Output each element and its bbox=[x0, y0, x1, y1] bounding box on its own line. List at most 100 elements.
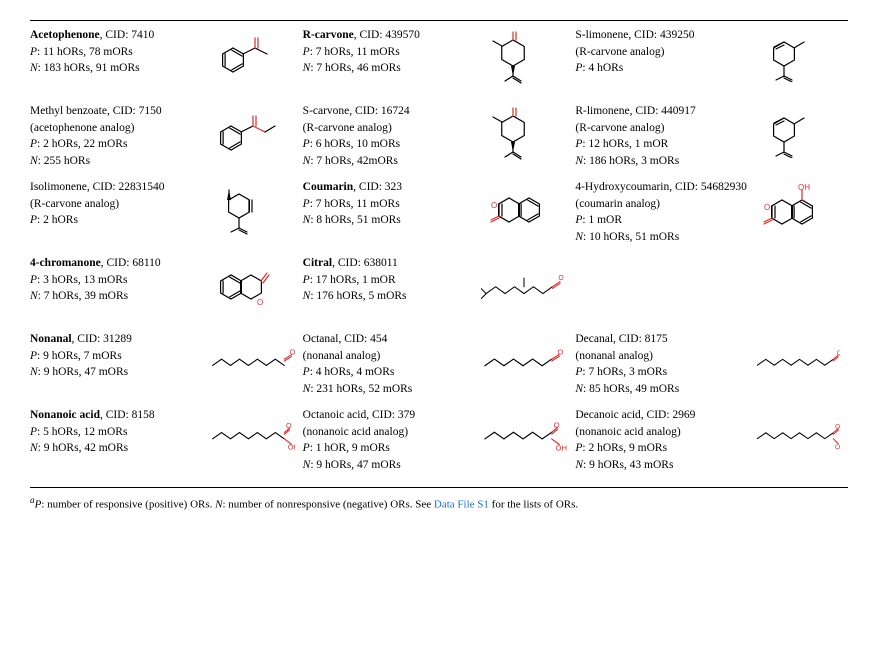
compound-name: S-limonene bbox=[575, 29, 628, 41]
compound-text: Isolimonene, CID: 22831540(R-carvone ana… bbox=[30, 179, 209, 229]
n-label: N bbox=[575, 155, 583, 167]
compound-cell bbox=[575, 255, 848, 325]
p-label: P bbox=[303, 198, 310, 210]
compound-cell: Nonanoic acid, CID: 8158P: 5 hORs, 12 mO… bbox=[30, 407, 303, 477]
compound-name: S-carvone bbox=[303, 105, 350, 117]
footnote-tail: for the lists of ORs. bbox=[489, 499, 578, 511]
p-value: 3 hORs, 13 mORs bbox=[43, 274, 127, 286]
p-label: P bbox=[575, 214, 582, 226]
compound-name: Octanoic acid bbox=[303, 409, 367, 421]
n-value: 176 hORs, 5 mORs bbox=[316, 290, 406, 302]
structure-icon bbox=[754, 103, 840, 163]
compound-text: Decanal, CID: 8175(nonanal analog)P: 7 h… bbox=[575, 331, 754, 398]
compound-cid: 638011 bbox=[364, 257, 398, 269]
compound-cell: Nonanal, CID: 31289P: 9 hORs, 7 mORsN: 9… bbox=[30, 331, 303, 401]
compound-row: Nonanoic acid, CID: 8158P: 5 hORs, 12 mO… bbox=[30, 407, 848, 477]
structure-icon: OOH bbox=[754, 179, 840, 239]
p-value: 9 hORs, 7 mORs bbox=[43, 350, 122, 362]
p-label: P bbox=[303, 46, 310, 58]
p-value: 2 hORs, 22 mORs bbox=[43, 138, 127, 150]
compound-table: Acetophenone, CID: 7410P: 11 hORs, 78 mO… bbox=[30, 20, 848, 488]
compound-cid: 8158 bbox=[132, 409, 155, 421]
compound-name: Nonanoic acid bbox=[30, 409, 100, 421]
structure-icon bbox=[209, 103, 295, 163]
table-footnote: aP: number of responsive (positive) ORs.… bbox=[30, 494, 848, 513]
compound-row: Acetophenone, CID: 7410P: 11 hORs, 78 mO… bbox=[30, 27, 848, 97]
compound-cell: Methyl benzoate, CID: 7150(acetophenone … bbox=[30, 103, 303, 173]
compound-name: 4-chromanone bbox=[30, 257, 101, 269]
compound-row: Methyl benzoate, CID: 7150(acetophenone … bbox=[30, 103, 848, 173]
compound-name: Citral bbox=[303, 257, 332, 269]
compound-text: Octanal, CID: 454(nonanal analog)P: 4 hO… bbox=[303, 331, 482, 398]
compound-analog: nonanoic acid analog bbox=[307, 426, 405, 438]
structure-icon: O bbox=[209, 331, 295, 391]
structure-icon bbox=[481, 27, 567, 87]
compound-name: Decanoic acid bbox=[575, 409, 640, 421]
p-value: 11 hORs, 78 mORs bbox=[43, 46, 133, 58]
footnote-n-def: : number of nonresponsive (negative) ORs… bbox=[223, 499, 434, 511]
compound-text: 4-chromanone, CID: 68110P: 3 hORs, 13 mO… bbox=[30, 255, 209, 305]
structure-icon: O bbox=[481, 331, 567, 391]
n-label: N bbox=[30, 366, 38, 378]
n-label: N bbox=[30, 290, 38, 302]
compound-cid: 68110 bbox=[132, 257, 160, 269]
n-value: 10 hORs, 51 mORs bbox=[589, 231, 679, 243]
p-label: P bbox=[303, 366, 310, 378]
compound-name: 4-Hydroxycoumarin bbox=[575, 181, 669, 193]
svg-text:O: O bbox=[554, 420, 560, 429]
footnote-link[interactable]: Data File S1 bbox=[434, 499, 489, 511]
structure-icon: OOH bbox=[481, 407, 567, 467]
compound-cell: Decanoic acid, CID: 2969(nonanoic acid a… bbox=[575, 407, 848, 477]
p-value: 2 hORs, 9 mORs bbox=[588, 442, 667, 454]
compound-analog: R-carvone analog bbox=[579, 122, 660, 134]
compound-cid: 379 bbox=[398, 409, 415, 421]
n-value: 9 hORs, 47 mORs bbox=[316, 459, 400, 471]
compound-text: Octanoic acid, CID: 379(nonanoic acid an… bbox=[303, 407, 482, 474]
n-label: N bbox=[303, 459, 311, 471]
compound-cell: Octanal, CID: 454(nonanal analog)P: 4 hO… bbox=[303, 331, 576, 401]
structure-icon: OOH bbox=[209, 407, 295, 467]
compound-cid: 454 bbox=[370, 333, 387, 345]
p-value: 2 hORs bbox=[43, 214, 78, 226]
p-value: 4 hORs bbox=[588, 62, 623, 74]
p-label: P bbox=[30, 46, 37, 58]
compound-name: Nonanal bbox=[30, 333, 72, 345]
p-label: P bbox=[30, 350, 37, 362]
p-value: 17 hORs, 1 mOR bbox=[316, 274, 396, 286]
compound-cid: 31289 bbox=[103, 333, 132, 345]
compound-cell: R-carvone, CID: 439570P: 7 hORs, 11 mORs… bbox=[303, 27, 576, 97]
n-value: 7 hORs, 42mORs bbox=[316, 155, 397, 167]
n-label: N bbox=[303, 155, 311, 167]
svg-text:O: O bbox=[286, 422, 292, 430]
compound-text: Nonanoic acid, CID: 8158P: 5 hORs, 12 mO… bbox=[30, 407, 209, 457]
compound-analog: coumarin analog bbox=[579, 198, 656, 210]
compound-row: Isolimonene, CID: 22831540(R-carvone ana… bbox=[30, 179, 848, 249]
compound-name: Octanal bbox=[303, 333, 339, 345]
svg-text:O: O bbox=[559, 275, 565, 282]
compound-cid: 323 bbox=[385, 181, 402, 193]
compound-analog: acetophenone analog bbox=[34, 122, 131, 134]
svg-text:O: O bbox=[257, 298, 263, 307]
n-label: N bbox=[303, 383, 311, 395]
svg-text:OH: OH bbox=[835, 444, 840, 451]
compound-analog: R-carvone analog bbox=[579, 46, 660, 58]
compound-cell: S-carvone, CID: 16724(R-carvone analog)P… bbox=[303, 103, 576, 173]
svg-text:O: O bbox=[764, 203, 770, 212]
n-value: 9 hORs, 43 mORs bbox=[589, 459, 673, 471]
compound-cell: 4-chromanone, CID: 68110P: 3 hORs, 13 mO… bbox=[30, 255, 303, 325]
compound-name: Isolimonene bbox=[30, 181, 87, 193]
n-label: N bbox=[575, 459, 583, 471]
compound-name: Decanal bbox=[575, 333, 613, 345]
compound-row: 4-chromanone, CID: 68110P: 3 hORs, 13 mO… bbox=[30, 255, 848, 325]
n-value: 183 hORs, 91 mORs bbox=[44, 62, 140, 74]
compound-cid: 440917 bbox=[661, 105, 696, 117]
compound-cid: 2969 bbox=[672, 409, 695, 421]
p-label: P bbox=[30, 426, 37, 438]
p-label: P bbox=[303, 442, 310, 454]
n-value: 186 hORs, 3 mORs bbox=[589, 155, 679, 167]
compound-text: Citral, CID: 638011P: 17 hORs, 1 mORN: 1… bbox=[303, 255, 482, 305]
p-value: 12 hORs, 1 mOR bbox=[588, 138, 668, 150]
compound-cell: Octanoic acid, CID: 379(nonanoic acid an… bbox=[303, 407, 576, 477]
n-value: 8 hORs, 51 mORs bbox=[316, 214, 400, 226]
compound-name: Methyl benzoate bbox=[30, 105, 107, 117]
